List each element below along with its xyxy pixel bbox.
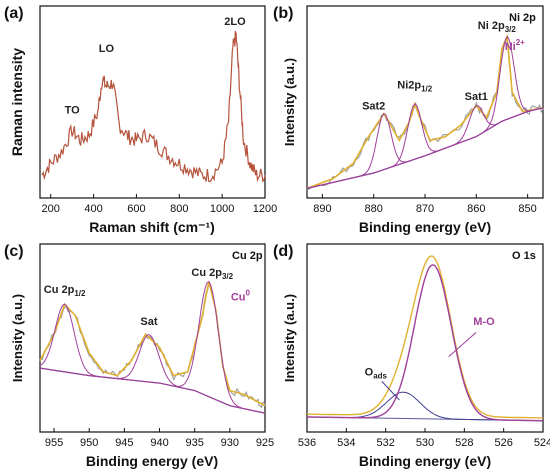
fit-envelope-line <box>39 281 266 407</box>
x-tick-label: 940 <box>150 437 168 449</box>
fit-envelope-line <box>306 255 543 419</box>
panel-d-ylabel: Intensity (a.u.) <box>282 294 297 382</box>
panel-a-ylabel: Raman intensity <box>9 48 25 156</box>
x-tick-label: 930 <box>221 437 239 449</box>
panel-d-data <box>306 255 544 422</box>
peak-annotation: Ni2p1/2 <box>397 80 433 94</box>
peak-annotation: Cu0 <box>231 288 251 303</box>
peak-annotation: M-O <box>473 316 495 328</box>
panel-c-tag: Cu 2p <box>232 250 263 262</box>
x-tick-label: 532 <box>376 437 394 449</box>
background-line <box>306 107 544 189</box>
x-tick-label: 534 <box>337 437 355 449</box>
panel-label-d: (d) <box>273 243 293 260</box>
x-tick-label: 800 <box>170 203 188 215</box>
peak-annotation: Cu 2p1/2 <box>44 284 86 298</box>
x-tick-label: 528 <box>455 437 473 449</box>
oads-arrow <box>381 380 400 401</box>
x-tick-label: 536 <box>298 437 316 449</box>
peak-annotation: LO <box>99 43 115 55</box>
panel-d-tag: O 1s <box>512 250 536 262</box>
panel-b-x-ticks: 890 880 870 860 850 <box>313 194 537 215</box>
x-tick-label: 850 <box>518 203 536 215</box>
mo-arrow <box>448 331 477 358</box>
panel-a-annotations: TO LO 2LO <box>65 16 247 116</box>
panel-b: (b) Ni 2p Intensity (a.u.) Binding energ… <box>273 5 544 235</box>
x-tick-label: 400 <box>84 203 102 215</box>
x-tick-label: 1000 <box>210 203 234 215</box>
component-peak-line <box>306 107 544 189</box>
x-tick-label: 880 <box>365 203 383 215</box>
component-peak-line <box>306 35 544 189</box>
panel-b-annotations: Sat2 Ni2p1/2 Sat1 Ni 2p3/2 Ni2+ <box>362 20 525 113</box>
panel-d-xlabel: Binding energy (eV) <box>359 453 491 469</box>
panel-b-data <box>306 33 544 191</box>
panel-c-data <box>39 280 266 414</box>
panel-a-x-ticks: 200 400 600 800 1000 1200 <box>42 194 277 215</box>
peak-annotation: Sat1 <box>465 91 488 103</box>
peak-annotation: Sat <box>140 316 157 328</box>
component-peak-line <box>306 103 544 189</box>
panel-label-a: (a) <box>4 5 24 22</box>
panel-d-frame <box>306 243 544 433</box>
x-tick-label: 860 <box>467 203 485 215</box>
panel-b-tag: Ni 2p <box>509 12 536 24</box>
panel-c-ylabel: Intensity (a.u.) <box>10 294 25 382</box>
panel-d: (d) O 1s Intensity (a.u.) Binding energy… <box>273 243 550 469</box>
mo-component-line <box>307 264 543 422</box>
panel-c-xlabel: Binding energy (eV) <box>86 453 218 469</box>
raman-spectrum-line <box>41 30 266 183</box>
x-tick-label: 890 <box>313 203 331 215</box>
peak-annotation: Ni 2p3/2 <box>478 20 517 34</box>
x-tick-label: 1200 <box>253 203 277 215</box>
x-tick-label: 925 <box>256 437 274 449</box>
panel-c-x-ticks: 955 950 945 940 935 930 925 <box>45 428 274 449</box>
oads-component-line <box>307 391 543 422</box>
x-tick-label: 200 <box>42 203 60 215</box>
component-peak-line <box>306 105 544 189</box>
panel-c-frame <box>39 243 266 433</box>
panel-a: (a) Raman intensity Raman shift (cm⁻¹) 2… <box>4 5 277 235</box>
component-peak-line <box>39 280 266 414</box>
panel-label-c: (c) <box>4 243 24 260</box>
panel-b-ylabel: Intensity (a.u.) <box>282 58 297 146</box>
peak-annotation: Sat2 <box>362 101 385 113</box>
raw-spectrum-line <box>306 35 544 191</box>
panel-d-annotations: Oads M-O <box>365 316 495 381</box>
x-tick-label: 526 <box>494 437 512 449</box>
peak-annotation: 2LO <box>224 16 246 28</box>
peak-annotation: TO <box>65 105 81 117</box>
peak-annotation: Oads <box>365 367 388 381</box>
panel-a-data <box>41 30 266 183</box>
peak-annotation: Cu 2p3/2 <box>191 267 233 281</box>
component-peak-line <box>39 334 266 414</box>
panel-a-frame <box>39 5 266 199</box>
x-tick-label: 935 <box>186 437 204 449</box>
panel-c: (c) Cu 2p Intensity (a.u.) Binding energ… <box>4 243 274 469</box>
x-tick-label: 955 <box>45 437 63 449</box>
peak-annotation: Ni2+ <box>505 38 525 53</box>
panel-d-x-ticks: 536 534 532 530 528 526 524 <box>298 428 550 449</box>
x-tick-label: 524 <box>534 437 550 449</box>
panel-a-xlabel: Raman shift (cm⁻¹) <box>89 219 215 235</box>
x-tick-label: 600 <box>127 203 145 215</box>
panel-label-b: (b) <box>273 5 293 22</box>
x-tick-label: 945 <box>115 437 133 449</box>
x-tick-label: 530 <box>416 437 434 449</box>
panel-c-annotations: Cu 2p1/2 Sat Cu 2p3/2 Cu0 <box>44 267 251 328</box>
panel-b-xlabel: Binding energy (eV) <box>359 219 491 235</box>
x-tick-label: 870 <box>416 203 434 215</box>
x-tick-label: 950 <box>80 437 98 449</box>
fit-envelope-line <box>306 33 544 190</box>
